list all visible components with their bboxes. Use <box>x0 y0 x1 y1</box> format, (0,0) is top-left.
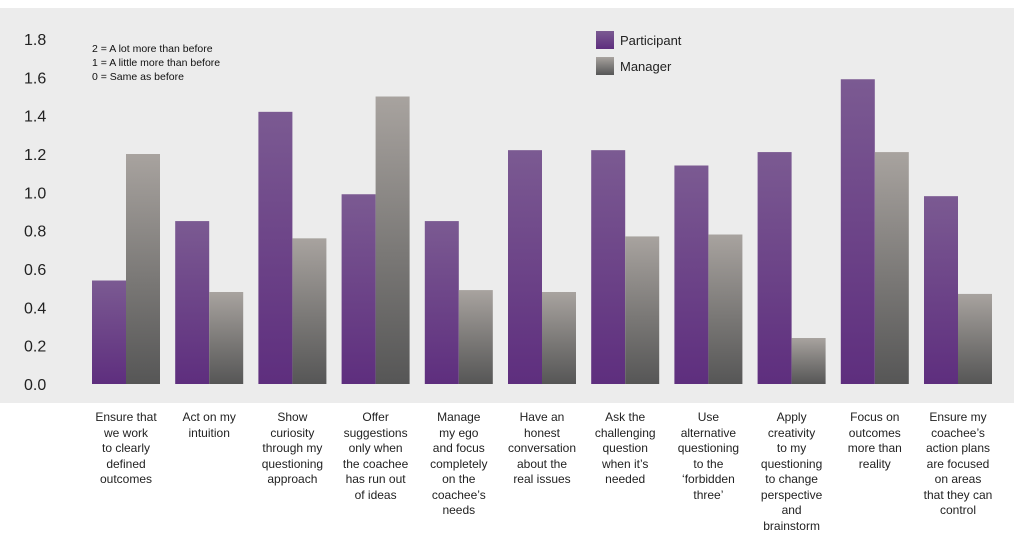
bar-manager <box>209 292 244 384</box>
y-tick-label: 1.4 <box>24 109 46 126</box>
bar-manager <box>542 292 576 384</box>
bars-group <box>92 79 992 384</box>
x-tick-label: Manage my ego and focus completely on th… <box>430 410 488 517</box>
x-tick-label: Act on my intuition <box>182 410 236 440</box>
x-tick-label: Offer suggestions only when the coachee … <box>342 410 409 502</box>
bar-participant <box>92 280 126 384</box>
bar-manager <box>874 152 909 384</box>
scale-note-line: 1 = A little more than before <box>92 57 220 69</box>
x-tick-label: Apply creativity to my questioning to ch… <box>760 410 823 533</box>
y-tick-label: 0.2 <box>24 339 46 356</box>
bar-manager <box>791 338 826 384</box>
x-tick-label: Use alternative questioning to the ‘forb… <box>677 410 740 502</box>
scale-note: 2 = A lot more than before 1 = A little … <box>92 43 220 83</box>
y-tick-label: 1.6 <box>24 70 46 87</box>
bar-participant <box>674 165 709 384</box>
bar-participant <box>258 111 293 384</box>
y-axis: 0.0 0.2 0.4 0.6 0.8 1.0 1.2 1.4 1.6 1.8 <box>24 32 46 394</box>
y-tick-label: 1.0 <box>24 185 46 202</box>
x-tick-label: Have an honest conversation about the re… <box>507 410 577 486</box>
y-tick-label: 1.2 <box>24 147 46 164</box>
bar-participant <box>341 194 376 384</box>
scale-note-line: 0 = Same as before <box>92 71 184 83</box>
y-tick-label: 0.6 <box>24 262 46 279</box>
x-tick-label: Show curiosity through my questioning ap… <box>261 410 324 486</box>
bar-participant <box>175 221 210 384</box>
bar-manager <box>625 236 660 384</box>
bar-participant <box>424 221 459 384</box>
legend: Participant Manager <box>596 31 682 75</box>
bar-manager <box>458 290 493 384</box>
bar-participant <box>840 79 875 384</box>
legend-label-manager: Manager <box>620 59 672 74</box>
y-tick-label: 0.8 <box>24 224 46 241</box>
y-tick-label: 0.0 <box>24 377 46 394</box>
bar-manager <box>375 96 410 384</box>
scale-note-line: 2 = A lot more than before <box>92 43 213 55</box>
bar-manager <box>126 154 160 384</box>
bar-participant <box>591 150 626 384</box>
bar-manager <box>958 293 992 384</box>
bar-manager <box>292 238 327 384</box>
legend-swatch-participant <box>596 31 614 49</box>
bar-manager <box>708 234 743 384</box>
x-tick-label: Ensure that we work to clearly defined o… <box>95 410 157 486</box>
bar-participant <box>757 152 792 384</box>
y-tick-label: 1.8 <box>24 32 46 49</box>
bar-participant <box>924 196 958 384</box>
legend-label-participant: Participant <box>620 33 682 48</box>
x-tick-label: Focus on outcomes more than reality <box>847 410 902 471</box>
bar-participant <box>508 150 542 384</box>
x-tick-label: Ask the challenging question when it’s n… <box>594 410 656 486</box>
x-tick-label: Ensure my coachee’s action plans are foc… <box>923 410 993 517</box>
y-tick-label: 0.4 <box>24 300 46 317</box>
legend-swatch-manager <box>596 57 614 75</box>
